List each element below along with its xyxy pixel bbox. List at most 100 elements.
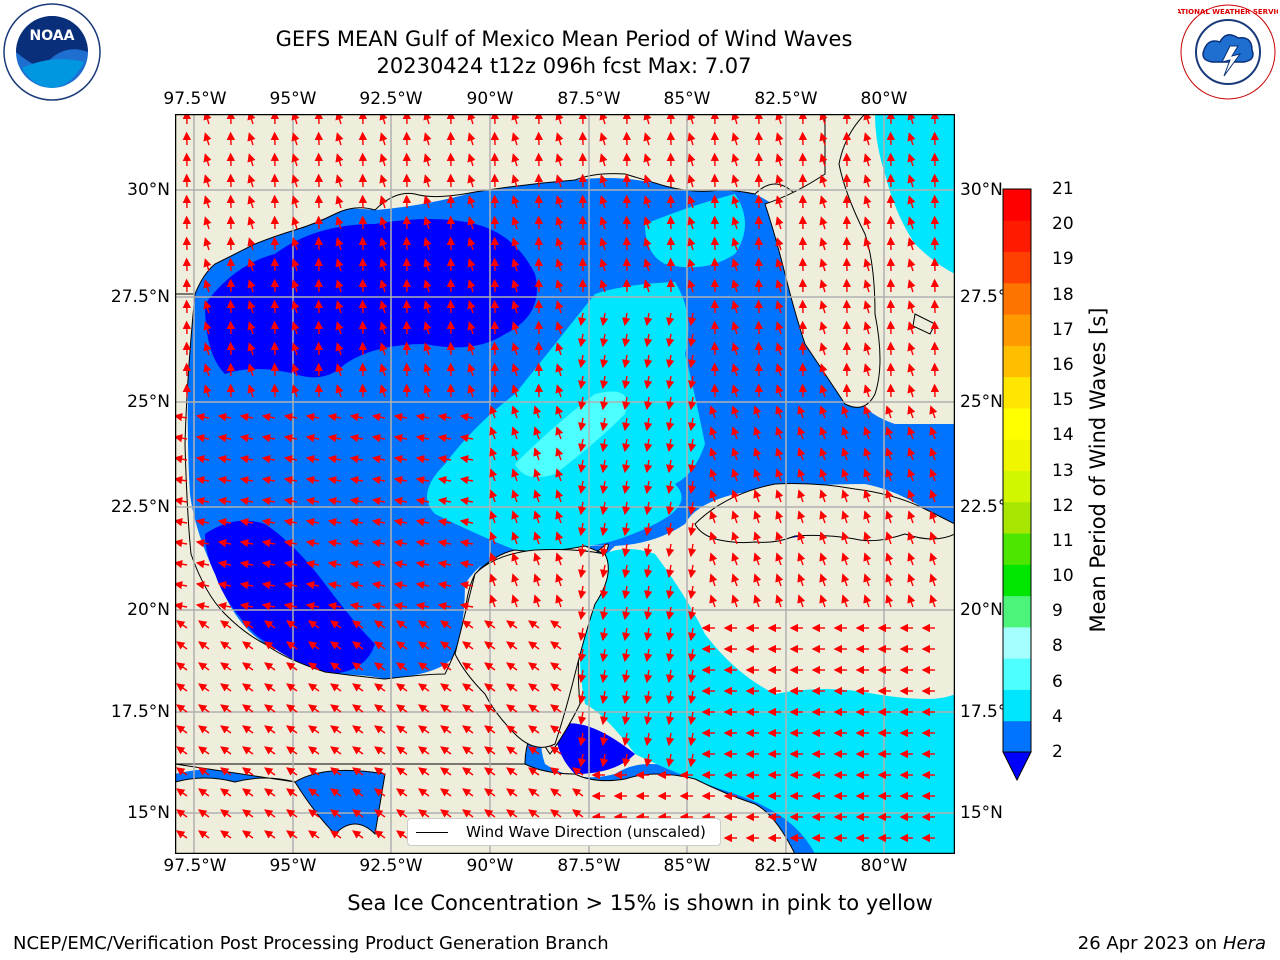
wind-wave-arrow xyxy=(330,767,342,776)
wind-wave-arrow xyxy=(484,704,496,713)
colorbar-tick: 16 xyxy=(1052,354,1074,375)
wind-wave-arrow xyxy=(467,216,476,230)
colorbar-tick: 11 xyxy=(1052,530,1074,551)
wind-wave-arrow xyxy=(687,459,697,474)
wind-wave-arrow xyxy=(462,683,474,692)
wind-wave-arrow xyxy=(418,620,430,629)
wind-wave-arrow xyxy=(291,237,300,251)
wind-wave-arrow xyxy=(709,489,718,503)
wind-wave-arrow xyxy=(555,258,564,272)
wind-wave-arrow xyxy=(511,174,520,188)
wind-wave-arrow xyxy=(423,321,432,335)
wind-wave-arrow xyxy=(775,258,784,272)
wind-wave-arrow xyxy=(374,725,386,734)
wind-wave-arrow xyxy=(440,704,452,713)
wind-wave-arrow xyxy=(907,342,916,356)
wind-wave-arrow xyxy=(247,384,256,398)
wind-wave-arrow xyxy=(599,627,609,642)
colorbar-box xyxy=(1003,220,1031,253)
wind-wave-arrow xyxy=(533,405,542,419)
wind-wave-arrow xyxy=(731,174,740,188)
wind-wave-arrow xyxy=(511,384,520,398)
wind-wave-arrow xyxy=(687,522,697,537)
wind-wave-arrow xyxy=(775,132,784,146)
colorbar-box xyxy=(1003,533,1031,565)
wind-wave-arrow xyxy=(885,531,894,545)
wind-wave-arrow xyxy=(863,468,872,482)
wind-wave-arrow xyxy=(371,601,386,611)
wind-wave-arrow xyxy=(423,237,432,251)
wind-wave-arrow xyxy=(599,132,608,146)
wind-wave-arrow xyxy=(396,809,408,818)
wind-wave-arrow xyxy=(528,788,540,797)
wind-wave-arrow xyxy=(175,580,188,590)
wind-wave-arrow xyxy=(440,746,452,755)
wind-wave-arrow xyxy=(555,552,564,566)
wind-wave-arrow xyxy=(775,468,784,482)
wind-wave-arrow xyxy=(203,300,212,314)
wind-wave-arrow xyxy=(621,648,631,663)
wind-wave-arrow xyxy=(643,522,653,537)
wind-wave-arrow xyxy=(330,620,342,629)
wind-wave-arrow xyxy=(775,195,784,209)
wind-wave-arrow xyxy=(330,725,342,734)
wind-wave-arrow xyxy=(283,433,298,443)
colorbar-box xyxy=(1003,189,1031,221)
wind-wave-arrow xyxy=(775,573,784,587)
wind-wave-arrow xyxy=(665,312,675,327)
lat-tick-left: 20°N xyxy=(127,600,170,620)
wind-wave-arrow xyxy=(459,517,474,527)
wind-wave-arrow xyxy=(176,809,188,818)
wind-wave-arrow xyxy=(841,489,850,503)
colorbar-box xyxy=(1003,439,1031,471)
wind-wave-arrow xyxy=(841,405,850,419)
wind-wave-arrow xyxy=(393,559,408,569)
lat-tick-right: 22.5° xyxy=(960,497,1007,517)
wind-wave-arrow xyxy=(261,580,276,590)
lat-tick-right: 25°N xyxy=(960,392,1003,412)
wind-wave-arrow xyxy=(841,531,850,545)
lon-tick-bottom: 87.5°W xyxy=(557,856,621,876)
wind-wave-arrow xyxy=(599,732,609,747)
wind-wave-arrow xyxy=(220,662,232,671)
wind-wave-arrow xyxy=(352,641,364,650)
wind-wave-arrow xyxy=(415,496,430,506)
wind-wave-arrow xyxy=(687,543,697,558)
wind-wave-arrow xyxy=(220,683,232,692)
wind-wave-arrow xyxy=(709,426,718,440)
wind-wave-arrow xyxy=(775,405,784,419)
wind-wave-arrow xyxy=(577,627,587,642)
wind-wave-arrow xyxy=(550,767,562,776)
wind-wave-arrow xyxy=(599,690,609,705)
wind-wave-arrow xyxy=(577,375,587,390)
wind-wave-arrow xyxy=(797,405,806,419)
wind-wave-arrow xyxy=(379,195,388,209)
wind-wave-arrow xyxy=(242,746,254,755)
lat-tick-left: 25°N xyxy=(127,392,170,412)
wind-wave-arrow xyxy=(533,552,542,566)
wind-wave-arrow xyxy=(599,279,608,293)
wind-wave-arrow xyxy=(352,746,364,755)
wind-wave-arrow xyxy=(264,683,276,692)
wind-wave-arrow xyxy=(176,788,188,797)
lon-tick-top: 80°W xyxy=(860,89,908,109)
wind-wave-arrow xyxy=(459,496,474,506)
wind-wave-arrow xyxy=(286,662,298,671)
wind-wave-arrow xyxy=(775,216,784,230)
wind-wave-arrow xyxy=(423,153,432,167)
wind-wave-arrow xyxy=(462,746,474,755)
wind-wave-arrow xyxy=(665,627,675,642)
lon-tick-bottom: 97.5°W xyxy=(163,856,227,876)
wind-wave-arrow xyxy=(462,641,474,650)
wind-wave-arrow xyxy=(555,489,564,503)
wind-wave-arrow xyxy=(621,690,631,705)
wind-wave-arrow xyxy=(577,480,587,495)
wind-wave-arrow xyxy=(396,704,408,713)
wind-wave-arrow xyxy=(819,489,828,503)
wind-wave-arrow xyxy=(462,620,474,629)
wind-wave-arrow xyxy=(885,489,894,503)
wind-wave-arrow xyxy=(863,447,872,461)
lon-tick-top: 97.5°W xyxy=(163,89,227,109)
wind-wave-arrow xyxy=(819,342,828,356)
wind-wave-arrow xyxy=(731,447,740,461)
